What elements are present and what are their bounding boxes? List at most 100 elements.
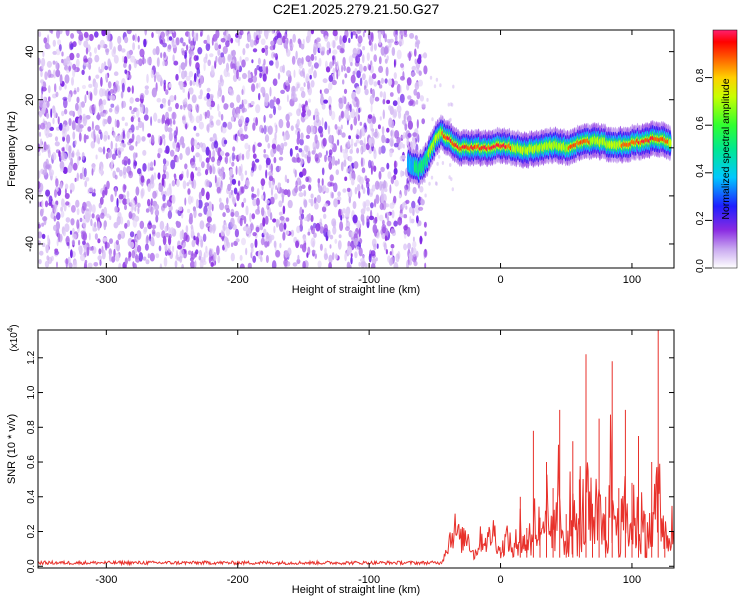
noise-speckle	[309, 177, 312, 183]
noise-speckle	[196, 55, 199, 61]
noise-speckle	[255, 35, 260, 45]
noise-speckle	[325, 187, 330, 194]
noise-speckle	[416, 57, 422, 65]
noise-speckle	[142, 149, 147, 156]
noise-speckle	[255, 104, 261, 114]
noise-speckle	[155, 45, 160, 56]
noise-speckle	[173, 173, 177, 178]
noise-speckle	[433, 84, 437, 89]
noise-speckle	[364, 30, 367, 33]
noise-speckle	[178, 206, 183, 212]
noise-speckle	[407, 120, 413, 130]
y-tick-label: 1.0	[26, 385, 37, 399]
noise-speckle	[168, 30, 170, 35]
noise-speckle	[103, 61, 107, 67]
noise-speckle	[157, 172, 161, 180]
noise-speckle	[123, 184, 127, 190]
noise-speckle	[190, 51, 195, 56]
noise-speckle	[400, 35, 403, 40]
noise-speckle	[221, 126, 227, 134]
noise-speckle	[126, 219, 131, 227]
noise-speckle	[361, 143, 367, 153]
noise-speckle	[67, 164, 73, 174]
noise-speckle	[57, 232, 61, 243]
noise-speckle	[313, 232, 317, 238]
noise-speckle	[373, 54, 378, 62]
noise-speckle	[208, 93, 214, 100]
noise-speckle	[358, 107, 361, 113]
noise-speckle	[338, 234, 342, 239]
noise-speckle	[313, 70, 317, 79]
noise-speckle	[396, 105, 402, 113]
noise-speckle	[313, 46, 317, 56]
noise-speckle	[414, 48, 417, 57]
noise-speckle	[386, 99, 391, 104]
noise-speckle	[73, 90, 77, 95]
noise-speckle	[328, 149, 333, 156]
noise-speckle	[412, 240, 417, 249]
noise-speckle	[308, 184, 312, 192]
noise-speckle	[137, 168, 142, 175]
noise-speckle	[107, 81, 112, 89]
noise-speckle	[115, 135, 120, 142]
noise-speckle	[146, 73, 149, 84]
noise-speckle	[434, 181, 438, 186]
noise-speckle	[103, 220, 107, 231]
noise-speckle	[217, 103, 220, 112]
noise-speckle	[313, 62, 319, 69]
noise-speckle	[74, 177, 77, 182]
noise-speckle	[68, 262, 73, 268]
noise-speckle	[65, 30, 70, 37]
noise-speckle	[47, 234, 50, 243]
noise-speckle	[356, 220, 361, 229]
noise-speckle	[206, 216, 212, 223]
noise-speckle	[159, 263, 163, 268]
noise-speckle	[238, 76, 241, 81]
noise-speckle	[377, 80, 381, 86]
noise-speckle	[95, 154, 98, 160]
noise-speckle	[343, 159, 347, 167]
noise-speckle	[71, 77, 74, 86]
noise-speckle	[404, 123, 408, 131]
noise-speckle	[184, 50, 188, 55]
noise-speckle	[403, 225, 408, 231]
noise-speckle	[223, 139, 228, 145]
noise-speckle	[124, 69, 128, 74]
noise-speckle	[216, 160, 221, 167]
noise-speckle	[221, 95, 225, 103]
noise-speckle	[316, 194, 322, 204]
noise-speckle	[403, 229, 408, 235]
noise-speckle	[215, 55, 218, 64]
noise-speckle	[172, 119, 176, 125]
noise-speckle	[148, 220, 152, 226]
noise-speckle	[271, 260, 277, 268]
noise-speckle	[412, 207, 415, 216]
noise-speckle	[210, 262, 214, 267]
noise-speckle	[130, 199, 136, 207]
noise-speckle	[206, 99, 212, 107]
noise-speckle	[373, 147, 376, 154]
noise-speckle	[135, 97, 140, 102]
noise-speckle	[95, 134, 100, 144]
noise-speckle	[89, 52, 92, 57]
noise-speckle	[357, 35, 363, 44]
noise-speckle	[360, 260, 366, 268]
noise-speckle	[167, 127, 173, 133]
noise-speckle	[275, 124, 278, 134]
noise-speckle	[142, 122, 145, 132]
noise-speckle	[72, 131, 76, 140]
noise-speckle	[46, 60, 53, 68]
noise-speckle	[165, 111, 169, 120]
noise-speckle	[135, 125, 139, 131]
noise-speckle	[323, 203, 329, 208]
noise-speckle	[352, 201, 357, 209]
noise-speckle	[430, 175, 434, 180]
noise-speckle	[134, 33, 137, 42]
noise-speckle	[53, 109, 57, 119]
noise-speckle	[357, 114, 360, 122]
noise-speckle	[330, 144, 334, 148]
noise-speckle	[161, 98, 167, 104]
noise-speckle	[80, 101, 85, 108]
noise-speckle	[124, 222, 128, 229]
noise-speckle	[416, 215, 419, 224]
